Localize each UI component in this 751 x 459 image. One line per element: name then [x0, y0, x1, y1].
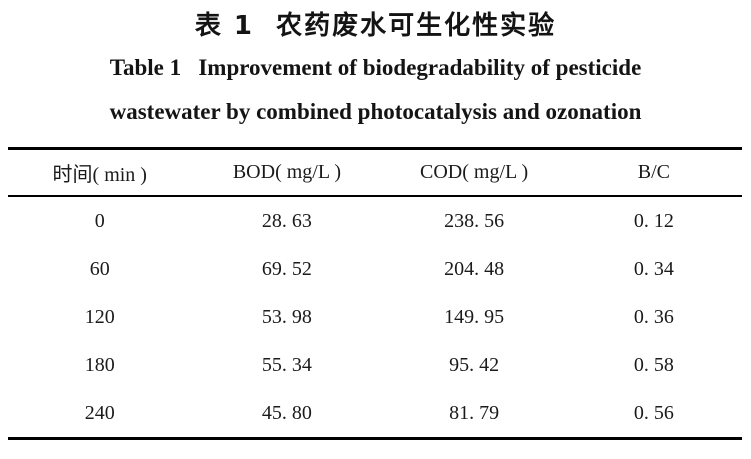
- table-row: 120 53. 98 149. 95 0. 36: [8, 293, 742, 341]
- table-row: 0 28. 63 238. 56 0. 12: [8, 196, 742, 245]
- cell-time: 240: [84, 401, 115, 424]
- cell-bc: 0. 56: [633, 401, 674, 424]
- cell-time: 60: [89, 257, 110, 280]
- cell-cod: 204. 48: [444, 257, 505, 280]
- cell-cod: 149. 95: [444, 305, 505, 328]
- table-row: 60 69. 52 204. 48 0. 34: [8, 245, 742, 293]
- column-header-time: 时间( min ): [8, 148, 192, 197]
- cell-bod: 69. 52: [261, 257, 312, 280]
- cell-time: 0: [94, 209, 105, 232]
- table-caption-chinese: 表 1 农药废水可生化性实验: [194, 11, 557, 41]
- column-header-bc: B/C: [565, 148, 742, 197]
- table-caption-english-line2: wastewater by combined photocatalysis an…: [109, 99, 642, 124]
- cell-bc: 0. 58: [633, 353, 674, 376]
- cell-cod: 95. 42: [449, 353, 500, 376]
- cell-bc: 0. 34: [633, 257, 674, 280]
- cell-bod: 55. 34: [261, 353, 312, 376]
- data-table: 时间( min ) BOD( mg/L ) COD( mg/L ) B/C 0 …: [8, 147, 742, 440]
- cell-time: 120: [84, 305, 115, 328]
- cell-bod: 28. 63: [261, 209, 312, 232]
- table-header-row: 时间( min ) BOD( mg/L ) COD( mg/L ) B/C: [8, 148, 742, 197]
- column-header-cod: COD( mg/L ): [382, 148, 566, 197]
- cell-cod: 81. 79: [449, 401, 500, 424]
- cell-cod: 238. 56: [444, 209, 505, 232]
- column-header-bod: BOD( mg/L ): [191, 148, 383, 197]
- table-row: 240 45. 80 81. 79 0. 56: [8, 389, 742, 439]
- table-row: 180 55. 34 95. 42 0. 58: [8, 341, 742, 389]
- cell-bod: 45. 80: [261, 401, 312, 424]
- cell-bc: 0. 12: [633, 209, 674, 232]
- cell-bc: 0. 36: [633, 305, 674, 328]
- cell-bod: 53. 98: [261, 305, 312, 328]
- cell-time: 180: [84, 353, 115, 376]
- table-caption-english-line1: Table 1 Improvement of biodegradability …: [109, 55, 642, 80]
